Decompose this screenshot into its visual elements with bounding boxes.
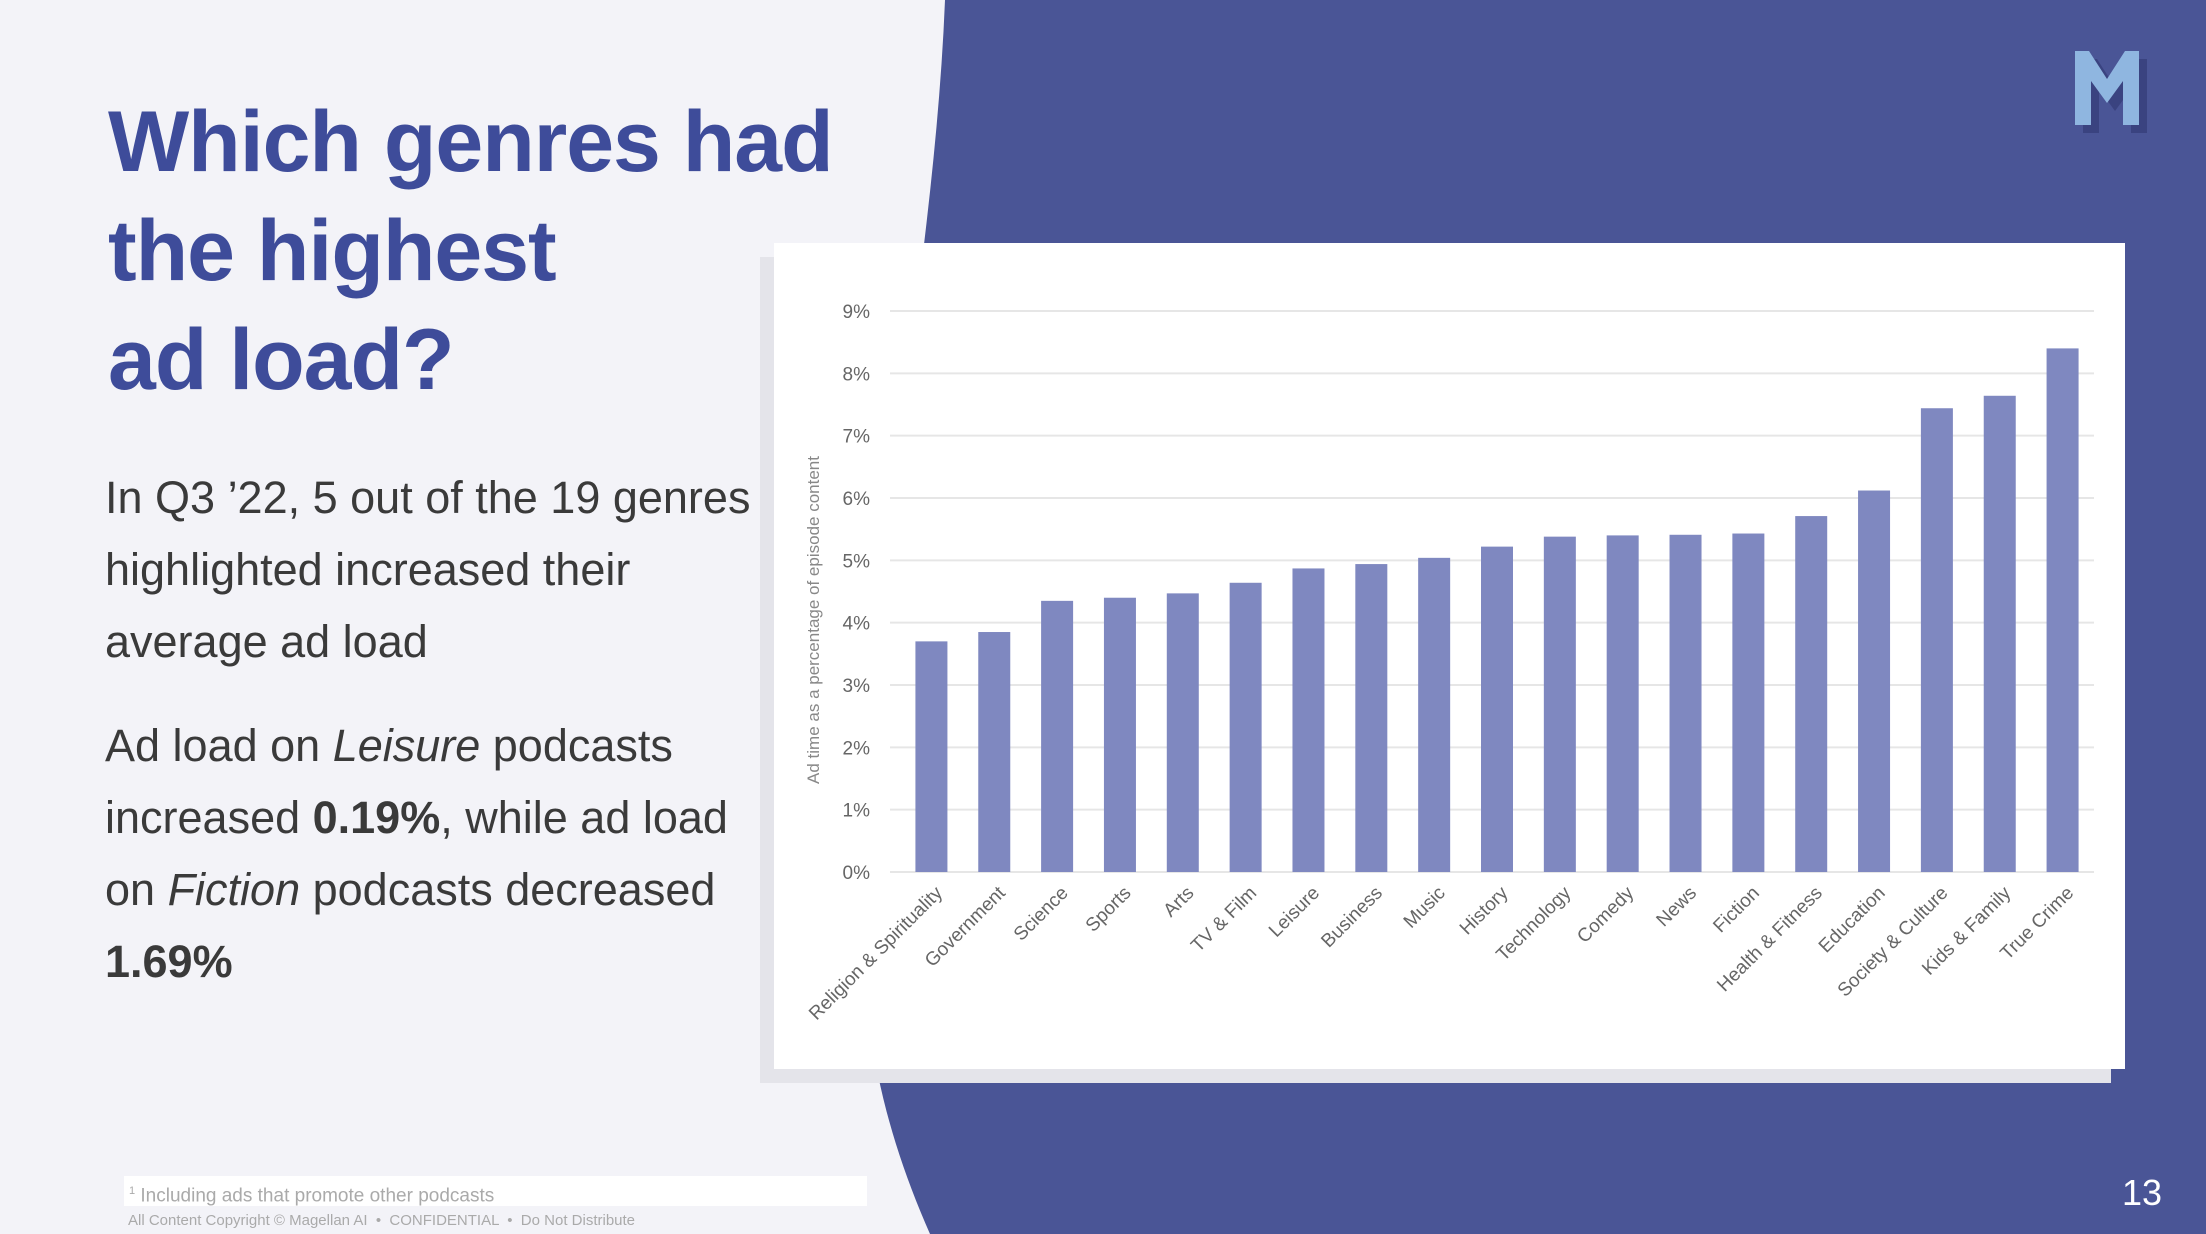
- copyright: All Content Copyright © Magellan AI • CO…: [128, 1212, 636, 1229]
- x-tick-label: Health & Fitness: [1713, 883, 1826, 996]
- x-tick-label: Fiction: [1709, 883, 1763, 937]
- y-tick-label: 5%: [843, 551, 871, 572]
- chart-card: 0% 1% 2% 3% 4% 5% 6% 7% 8% 9% Religion & Spiritual…: [774, 243, 2125, 1069]
- x-tick-label: Business: [1317, 883, 1386, 952]
- bar: [1481, 546, 1513, 872]
- y-axis-label: Ad time as a percentage of episode conte…: [804, 456, 823, 784]
- bar: [1166, 593, 1199, 872]
- x-tick-label: Leisure: [1265, 883, 1324, 942]
- text: , while ad load on: [105, 792, 728, 915]
- bar: [1229, 582, 1262, 872]
- x-tick-label: Arts: [1160, 883, 1199, 922]
- footnote-text: Including ads that promote other podcast…: [140, 1185, 495, 1207]
- bar: [1543, 536, 1576, 872]
- x-tick-label: Society & Culture: [1834, 883, 1953, 1002]
- bar: [915, 641, 948, 872]
- bar: [1795, 516, 1828, 872]
- y-tick-label: 0%: [843, 863, 871, 884]
- title-line: the highest: [108, 203, 557, 299]
- text: Ad load on: [105, 720, 333, 771]
- x-tick-label: News: [1653, 883, 1701, 931]
- bar: [1669, 534, 1702, 872]
- summary-paragraph: In Q3 ’22, 5 out of the 19 genres highli…: [105, 472, 751, 667]
- title-line: ad load?: [108, 312, 455, 408]
- bar: [978, 632, 1011, 872]
- bar: [1920, 408, 1953, 872]
- y-tick-label: 6%: [843, 489, 871, 510]
- bar: [1355, 564, 1388, 872]
- footnote-marker: 1: [129, 1185, 136, 1197]
- bar: [1103, 597, 1136, 872]
- footnote: 1 Including ads that promote other podca…: [124, 1176, 867, 1206]
- genre-fiction: Fiction: [167, 864, 301, 915]
- y-tick-label: 8%: [843, 364, 871, 385]
- y-tick-label: 7%: [843, 427, 871, 448]
- y-tick-label: 1%: [843, 801, 871, 822]
- bar: [1983, 395, 2016, 872]
- magellan-logo: [2075, 51, 2147, 133]
- x-tick-label: Comedy: [1573, 882, 1638, 947]
- genre-leisure: Leisure: [332, 720, 481, 771]
- text: podcasts decreased: [300, 864, 716, 915]
- y-tick-label: 4%: [843, 614, 871, 635]
- page-number: 13: [2122, 1172, 2163, 1213]
- y-tick-label: 9%: [843, 302, 871, 323]
- bar: [1292, 568, 1325, 872]
- x-tick-label: Science: [1010, 883, 1073, 946]
- x-tick-label: Sports: [1082, 883, 1136, 937]
- bar: [1606, 535, 1639, 872]
- title-line: Which genres had: [108, 94, 834, 190]
- y-tick-label: 2%: [843, 738, 871, 759]
- x-tick-label: History: [1456, 882, 1513, 939]
- bar: [1041, 600, 1074, 872]
- bar: [1858, 490, 1891, 872]
- bar: [2046, 348, 2079, 872]
- x-tick-label: TV & Film: [1187, 883, 1261, 957]
- page-title: Which genres had the highest ad load?: [108, 88, 834, 415]
- x-tick-label: Music: [1400, 883, 1450, 933]
- value-increase: 0.19%: [312, 792, 441, 843]
- bar: [1732, 533, 1765, 872]
- y-tick-label: 3%: [843, 676, 871, 697]
- bar: [1418, 557, 1451, 872]
- value-decrease: 1.69%: [105, 936, 233, 987]
- text: podcasts increased: [105, 720, 673, 843]
- bar-chart: 0%1%2%3%4%5%6%7%8%9%Religion & Spiritual…: [804, 302, 2094, 1024]
- detail-paragraph: Ad load on Leisure podcasts increased 0.…: [105, 710, 765, 998]
